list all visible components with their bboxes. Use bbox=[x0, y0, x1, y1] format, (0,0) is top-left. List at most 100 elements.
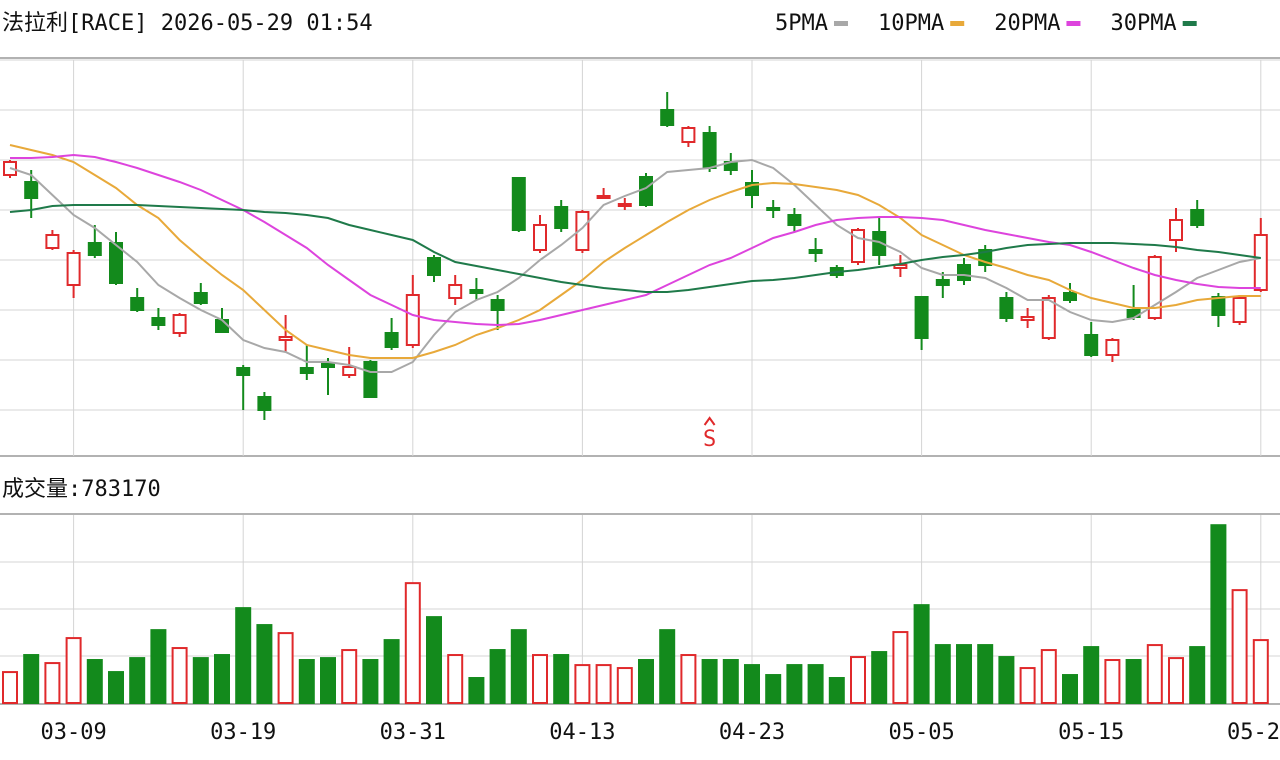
candle-body bbox=[45, 234, 60, 249]
x-tick-label: 05-15 bbox=[1058, 720, 1124, 745]
legend-label: 20PMA bbox=[994, 11, 1060, 36]
candle-body bbox=[999, 297, 1014, 319]
candle-body bbox=[554, 206, 569, 229]
volume-bar bbox=[256, 624, 273, 704]
candle-body bbox=[1169, 219, 1183, 241]
candle-body bbox=[469, 289, 484, 294]
candle-body bbox=[935, 279, 950, 286]
candle-body bbox=[1105, 339, 1120, 356]
candle-body bbox=[1063, 292, 1077, 301]
candle-body bbox=[193, 292, 208, 304]
legend-label: 5PMA bbox=[775, 11, 828, 36]
volume-bar bbox=[214, 654, 230, 704]
volume-bar bbox=[447, 654, 464, 704]
candle-body bbox=[172, 314, 187, 334]
volume-bar bbox=[150, 629, 167, 705]
volume-bar bbox=[998, 656, 1015, 704]
candle-body bbox=[639, 176, 653, 206]
candle-body bbox=[215, 319, 229, 333]
candle-body bbox=[87, 242, 102, 256]
volume-bar bbox=[828, 677, 845, 704]
volume-bar bbox=[574, 664, 591, 704]
volume-bar bbox=[595, 664, 612, 704]
volume-bar bbox=[1104, 659, 1121, 704]
volume-bar bbox=[659, 629, 676, 705]
candle-body bbox=[1041, 297, 1056, 339]
volume-bar bbox=[807, 664, 824, 704]
candle-body bbox=[130, 297, 145, 311]
candle-body bbox=[1020, 316, 1035, 321]
volume-bar bbox=[86, 659, 103, 704]
x-tick-label: 04-23 bbox=[719, 720, 785, 745]
volume-bar bbox=[1146, 644, 1163, 704]
x-tick-label: 05-05 bbox=[888, 720, 954, 745]
volume-bar bbox=[744, 664, 760, 704]
volume-bar bbox=[235, 607, 252, 704]
volume-label: 成交量:783170 bbox=[2, 477, 161, 502]
candle-body bbox=[681, 127, 696, 143]
volume-bar bbox=[1168, 657, 1184, 704]
volume-bar bbox=[171, 647, 188, 704]
x-tick-label: 03-31 bbox=[380, 720, 446, 745]
volume-bar bbox=[616, 667, 633, 704]
candle-body bbox=[490, 299, 505, 311]
volume-bar bbox=[871, 651, 888, 704]
volume-bar bbox=[722, 659, 739, 704]
volume-bar bbox=[489, 649, 506, 704]
candle-body bbox=[1084, 334, 1099, 356]
volume-bar bbox=[404, 582, 421, 705]
x-tick-label: 03-19 bbox=[210, 720, 276, 745]
volume-bar bbox=[1231, 589, 1248, 704]
volume-bar bbox=[892, 631, 909, 704]
candle-body bbox=[1190, 209, 1205, 226]
candle-body bbox=[1211, 296, 1226, 316]
volume-bar bbox=[192, 657, 209, 704]
candle-body bbox=[66, 252, 81, 286]
candle-body bbox=[427, 257, 441, 276]
volume-bar bbox=[850, 656, 866, 704]
volume-bar bbox=[1252, 639, 1269, 705]
candle-body bbox=[299, 367, 314, 374]
volume-bar bbox=[23, 654, 40, 704]
ma-line bbox=[9, 158, 1261, 373]
volume-bar bbox=[786, 664, 803, 704]
candle-body bbox=[766, 207, 781, 211]
candle-body bbox=[617, 203, 632, 207]
volume-bar bbox=[1125, 659, 1142, 704]
legend-label: 10PMA bbox=[878, 11, 944, 36]
volume-bar bbox=[108, 671, 124, 704]
candle-body bbox=[511, 177, 526, 231]
volume-bar bbox=[426, 616, 442, 704]
volume-bar bbox=[383, 639, 400, 704]
volume-bar bbox=[510, 629, 527, 705]
volume-bar bbox=[913, 604, 930, 705]
volume-bar bbox=[320, 657, 336, 704]
volume-bar bbox=[638, 659, 654, 704]
volume-bar bbox=[532, 654, 548, 704]
volume-bar bbox=[701, 659, 718, 704]
volume-bar bbox=[129, 657, 146, 704]
candle-body bbox=[342, 366, 357, 376]
candle-body bbox=[384, 332, 399, 348]
candle-body bbox=[702, 132, 717, 169]
x-tick-label: 04-13 bbox=[549, 720, 615, 745]
candle-body bbox=[660, 109, 675, 126]
volume-bar bbox=[341, 649, 358, 704]
volume-bar bbox=[1083, 646, 1100, 704]
candle-body bbox=[787, 214, 802, 226]
candle-body bbox=[957, 264, 971, 281]
legend-swatch bbox=[1066, 21, 1081, 26]
candle-body bbox=[405, 294, 420, 346]
legend-swatch bbox=[1182, 21, 1197, 26]
volume-bar bbox=[1040, 649, 1057, 704]
volume-bar bbox=[680, 654, 697, 704]
legend-label: 30PMA bbox=[1110, 11, 1176, 36]
candle-body bbox=[1232, 297, 1247, 323]
volume-bar bbox=[298, 659, 315, 704]
candle-body bbox=[109, 242, 123, 284]
volume-bar bbox=[277, 632, 294, 704]
annotation: S bbox=[703, 427, 716, 452]
candle-body bbox=[278, 336, 293, 341]
